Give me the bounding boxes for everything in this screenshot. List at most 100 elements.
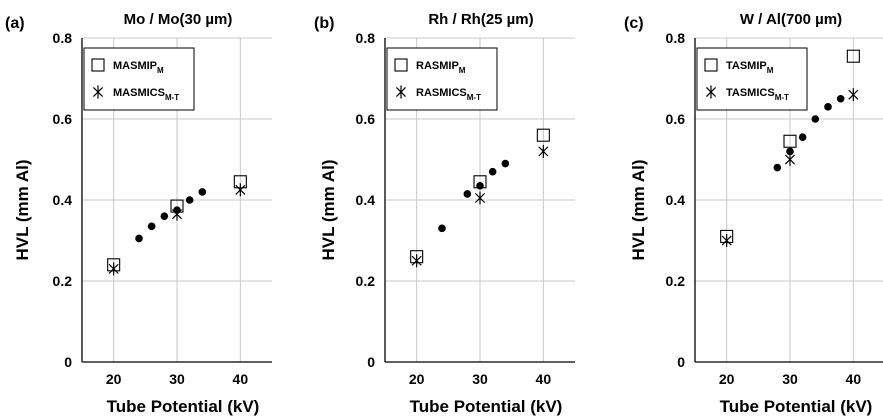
square-marker [394,58,408,72]
dot-marker [824,103,832,111]
legend-box [83,47,195,111]
dot-marker [438,224,446,233]
asterisk-stroke [784,154,796,165]
series-asterisk-points [721,88,859,247]
x-tick-label: 20 [106,371,122,387]
x-tick-label: 40 [233,371,249,387]
y-tick-label: 0.6 [356,111,376,127]
y-tick-label: 0.6 [53,111,73,127]
chart-panel-2: 20 30 40 0 0.2 0.4 0.6 0.8 Tube Potential (kV) HV… [314,11,575,416]
asterisk-marker [474,191,486,205]
legend-series-subscript: M [157,66,164,75]
dot-marker [135,234,143,243]
asterisk-marker [92,85,104,99]
panel-title: W / Al(700 µm) [740,11,842,28]
legend-series-name: RASMIP [416,60,459,72]
asterisk-marker [235,183,246,197]
asterisk-marker [848,88,859,102]
dot-marker [786,147,794,156]
legend-series-subscript: M-T [165,93,179,102]
y-axis-title: HVL (mm Al) [319,159,338,260]
panel-label: (a) [5,15,25,32]
asterisk-stroke [171,209,183,220]
x-tick-label: 30 [472,371,488,387]
x-tick-label: 30 [782,371,798,387]
panel-label: (c) [624,15,644,32]
asterisk-marker [108,262,119,276]
x-axis-title: Tube Potential (kV) [107,397,260,416]
y-tick-label: 0.2 [666,273,686,289]
asterisk-stroke [705,86,717,98]
panel-label: (b) [314,15,334,32]
asterisk-stroke [848,89,859,100]
legend: MASMIPM MASMICSM-T [83,47,195,111]
dot-marker [811,115,820,123]
asterisk-marker [171,207,183,221]
dot-marker [476,182,484,190]
y-tick-label: 0.4 [356,192,376,208]
y-axis-title: HVL (mm Al) [13,159,32,260]
y-tick-label: 0 [677,354,685,370]
dot-marker [463,190,472,198]
legend-series-name: MASMIP [113,60,157,72]
legend-series-name: TASMIP [726,60,767,72]
asterisk-marker [705,85,717,99]
asterisk-marker [411,254,422,268]
x-axis-title: Tube Potential (kV) [720,397,873,416]
x-tick-label: 40 [846,371,862,387]
y-axis-title: HVL (mm Al) [629,159,648,260]
legend: RASMIPM RASMICSM-T [386,47,498,111]
legend: TASMIPM TASMICSM-T [696,47,808,111]
legend-series-subscript: M [459,66,466,75]
legend-entry-label: RASMIPM [416,60,466,75]
x-axis-title: Tube Potential (kV) [410,397,563,416]
legend-entry-label: MASMIPM [113,60,164,75]
legend-entry-label: MASMICSM-T [113,87,179,102]
square-marker [783,134,797,148]
legend-box [386,47,498,111]
series-asterisk-points [108,183,246,276]
asterisk-stroke [395,86,407,98]
dot-marker [773,163,782,172]
square-marker [846,49,860,63]
square-marker [536,128,550,142]
asterisk-stroke [721,235,732,246]
series-asterisk-points [411,144,549,268]
asterisk-stroke [411,255,422,266]
dot-marker [185,196,194,204]
legend-box [696,47,808,111]
asterisk-stroke [538,146,549,157]
y-tick-label: 0.8 [666,30,686,46]
asterisk-marker [784,153,796,166]
y-tick-label: 0.2 [356,273,376,289]
asterisk-stroke [235,184,246,195]
legend-series-subscript: M-T [775,93,789,102]
square-marker [91,58,105,72]
x-tick-label: 20 [409,371,425,387]
legend-series-name: RASMICS [416,87,467,99]
x-tick-label: 20 [719,371,735,387]
y-tick-label: 0.2 [53,273,73,289]
asterisk-marker [395,85,407,99]
dot-marker [488,167,497,176]
asterisk-stroke [92,86,104,98]
asterisk-stroke [474,192,486,203]
series-dot-points [773,94,845,172]
legend-series-subscript: M [767,66,774,75]
y-tick-label: 0.6 [666,111,686,127]
legend-entry-label: RASMICSM-T [416,87,481,102]
chart-panel-3: 20 30 40 0 0.2 0.4 0.6 0.8 Tube Potential (kV) HV… [624,11,883,416]
legend-entry-label: TASMIPM [726,60,774,75]
dot-marker [501,159,510,168]
y-tick-label: 0.4 [666,192,686,208]
panel-title: Mo / Mo(30 µm) [124,11,233,28]
panel-title: Rh / Rh(25 µm) [428,11,533,28]
asterisk-marker [538,144,549,158]
dot-marker [836,94,845,103]
asterisk-marker [721,234,732,247]
square-marker [704,58,718,72]
y-tick-label: 0 [64,354,72,370]
legend-series-subscript: M-T [467,93,481,102]
legend-entry-label: TASMICSM-T [726,87,789,102]
